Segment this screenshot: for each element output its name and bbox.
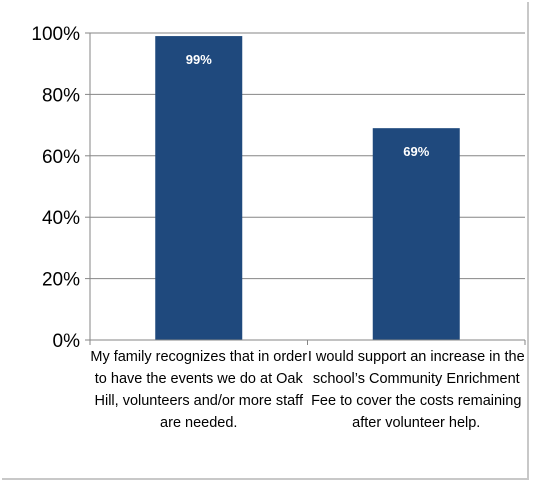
data-label-1: 99% bbox=[186, 52, 212, 67]
bar-2 bbox=[372, 128, 460, 340]
data-label-2: 69% bbox=[403, 144, 429, 159]
chart-frame bbox=[2, 2, 529, 480]
y-tick-label: 80% bbox=[42, 85, 80, 106]
y-tick-label: 20% bbox=[42, 270, 80, 291]
y-tick-label: 40% bbox=[42, 208, 80, 229]
category-label-2: I would support an increase in the schoo… bbox=[307, 349, 525, 431]
y-tick-labels: 0% 20% 40% 60% 80% 100% bbox=[31, 24, 80, 352]
bar-1 bbox=[155, 36, 243, 340]
y-tick-label: 0% bbox=[53, 331, 81, 352]
axes bbox=[89, 33, 525, 341]
y-tick-label: 60% bbox=[42, 147, 80, 168]
data-labels: 99% 69% bbox=[186, 52, 430, 159]
category-label-1: My family recognizes that in order to ha… bbox=[90, 349, 308, 431]
bars bbox=[155, 36, 460, 340]
y-tick-label: 100% bbox=[31, 24, 80, 45]
